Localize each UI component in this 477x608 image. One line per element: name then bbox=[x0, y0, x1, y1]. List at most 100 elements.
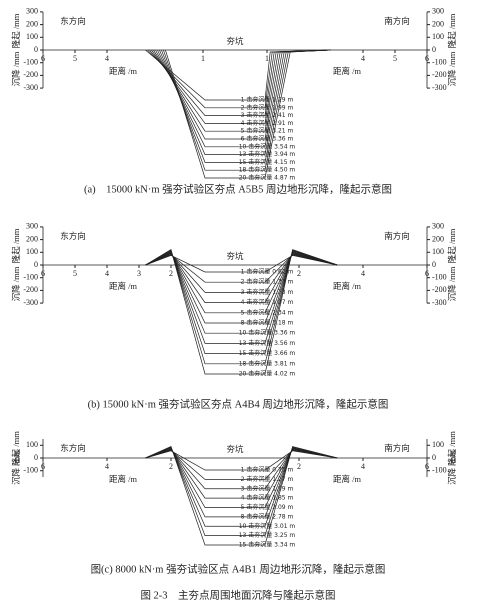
blow-label: 5 击夯沉量 2.09 m bbox=[241, 503, 294, 511]
x-tick-label: 4 bbox=[105, 54, 109, 63]
y-tick-label: 100 bbox=[432, 440, 444, 449]
y-tick-label: -200 bbox=[23, 285, 38, 294]
blow-label: 8 击夯沉量 2.78 m bbox=[241, 512, 294, 520]
x-tick-label: 6 bbox=[41, 269, 45, 278]
x-tick-label: 2 bbox=[169, 462, 173, 471]
x-tick-label: 5 bbox=[73, 269, 77, 278]
x-tick-label: 4 bbox=[105, 269, 109, 278]
y-tick-label: 300 bbox=[26, 222, 38, 231]
panel-caption: 图(c) 8000 kN·m 强夯试验区点 A4B1 周边地形沉降，隆起示意图 bbox=[91, 562, 386, 575]
x-tick-label: 4 bbox=[361, 462, 365, 471]
direction-label: 东方向 bbox=[60, 443, 86, 453]
y-tick-label: -300 bbox=[432, 83, 447, 92]
blow-label: 20 击夯沉量 4.02 m bbox=[239, 370, 296, 378]
x-tick-label: 6 bbox=[41, 462, 45, 471]
x-tick-label: 1 bbox=[265, 54, 269, 63]
profile-line bbox=[145, 252, 338, 314]
y-tick-label: -300 bbox=[432, 298, 447, 307]
profile-line bbox=[145, 447, 338, 518]
x-axis-label: 距离 /m bbox=[109, 474, 137, 484]
profile-line bbox=[145, 254, 338, 283]
profile-line bbox=[145, 250, 338, 344]
blow-label: 1 击夯沉量 0.62 m bbox=[241, 268, 294, 276]
y-axis-label: 隆起 /mm bbox=[11, 431, 21, 466]
panel-caption: (b) 15000 kN·m 强夯试验区夯点 A4B4 周边地形沉降，隆起示意图 bbox=[88, 397, 389, 410]
x-tick-label: 6 bbox=[425, 269, 429, 278]
y-tick-label: -100 bbox=[23, 466, 38, 475]
y-axis-label: 隆起 /mm bbox=[11, 13, 21, 48]
y-axis-label: 隆起 /mm bbox=[11, 228, 21, 263]
profile-line bbox=[165, 49, 332, 179]
x-tick-label: 1 bbox=[201, 54, 205, 63]
x-tick-label: 3 bbox=[137, 269, 141, 278]
y-tick-label: -200 bbox=[432, 70, 447, 79]
direction-label: 南方向 bbox=[384, 231, 410, 241]
blow-label: 1 击夯沉量 0.75 m bbox=[241, 466, 294, 474]
center-label: 夯坑 bbox=[226, 444, 244, 454]
blow-label: 10 击夯沉量 3.01 m bbox=[239, 522, 296, 530]
y-tick-label: 0 bbox=[432, 45, 436, 54]
profile-line bbox=[145, 450, 338, 471]
blow-label: 20 击夯沉量 4.87 m bbox=[239, 174, 296, 182]
blow-label: 6 击夯沉量 3.36 m bbox=[241, 135, 294, 143]
x-tick-label: 6 bbox=[425, 54, 429, 63]
y-tick-label: 300 bbox=[26, 7, 38, 16]
y-axis-label: 沉降 /mm bbox=[447, 450, 457, 485]
y-axis-label: 沉降 /mm bbox=[447, 51, 457, 86]
y-tick-label: 0 bbox=[34, 453, 38, 462]
blow-label: 4 击夯沉量 1.97 m bbox=[241, 298, 294, 306]
profile-line bbox=[145, 449, 338, 490]
center-label: 夯坑 bbox=[226, 36, 244, 46]
direction-label: 东方向 bbox=[60, 231, 86, 241]
y-tick-label: 200 bbox=[432, 19, 444, 28]
profile-line bbox=[145, 447, 338, 527]
y-tick-label: -200 bbox=[23, 70, 38, 79]
x-tick-label: 5 bbox=[393, 54, 397, 63]
y-tick-label: 100 bbox=[432, 247, 444, 256]
blow-label: 10 击夯沉量 3.36 m bbox=[239, 329, 296, 337]
blow-label: 3 击夯沉量 2.41 m bbox=[241, 111, 294, 119]
blow-label: 5 击夯沉量 3.21 m bbox=[241, 127, 294, 135]
y-axis-label: 沉降 /mm bbox=[11, 51, 21, 86]
blow-label: 13 击夯沉量 3.94 m bbox=[239, 150, 296, 158]
blow-label: 2 击夯沉量 1.27 m bbox=[241, 475, 294, 483]
profile-line bbox=[145, 448, 338, 508]
y-tick-label: 100 bbox=[26, 32, 38, 41]
blow-label: 3 击夯沉量 1.73 m bbox=[241, 288, 294, 296]
blow-label: 2 击夯沉量 1.33 m bbox=[241, 278, 294, 286]
profile-line bbox=[147, 49, 332, 109]
direction-label: 东方向 bbox=[60, 16, 86, 26]
y-tick-label: -100 bbox=[23, 58, 38, 67]
blow-label: 13 击夯沉量 3.56 m bbox=[239, 339, 296, 347]
blow-label: 5 击夯沉量 2.34 m bbox=[241, 308, 294, 316]
profile-line bbox=[145, 255, 338, 273]
direction-label: 南方向 bbox=[384, 16, 410, 26]
y-tick-label: 0 bbox=[432, 260, 436, 269]
y-axis-label: 隆起 /mm bbox=[447, 431, 457, 466]
x-tick-label: 4 bbox=[361, 269, 365, 278]
y-tick-label: -200 bbox=[432, 285, 447, 294]
y-tick-label: 100 bbox=[432, 32, 444, 41]
direction-label: 南方向 bbox=[384, 443, 410, 453]
profile-line bbox=[145, 446, 338, 546]
y-tick-label: 300 bbox=[432, 222, 444, 231]
x-tick-label: 2 bbox=[169, 269, 173, 278]
panel-caption: (a) 15000 kN·m 强夯试验区夯点 A5B5 周边地形沉降，隆起示意图 bbox=[84, 182, 392, 195]
y-axis-label: 隆起 /mm bbox=[447, 228, 457, 263]
blow-label: 4 击夯沉量 2.91 m bbox=[241, 119, 294, 127]
blow-label: 15 击夯沉量 3.66 m bbox=[239, 349, 296, 357]
profile-line bbox=[145, 252, 338, 324]
profile-line bbox=[145, 253, 338, 293]
x-tick-label: 4 bbox=[105, 462, 109, 471]
x-tick-label: 2 bbox=[297, 462, 301, 471]
x-tick-label: 6 bbox=[41, 54, 45, 63]
y-tick-label: 0 bbox=[34, 45, 38, 54]
blow-label: 15 击夯沉量 3.34 m bbox=[239, 541, 296, 549]
y-tick-label: 200 bbox=[26, 19, 38, 28]
y-tick-label: 100 bbox=[26, 247, 38, 256]
y-tick-label: 200 bbox=[26, 234, 38, 243]
profile-line bbox=[145, 449, 338, 480]
y-tick-label: -100 bbox=[432, 58, 447, 67]
x-axis-label: 距离 /m bbox=[333, 281, 361, 291]
